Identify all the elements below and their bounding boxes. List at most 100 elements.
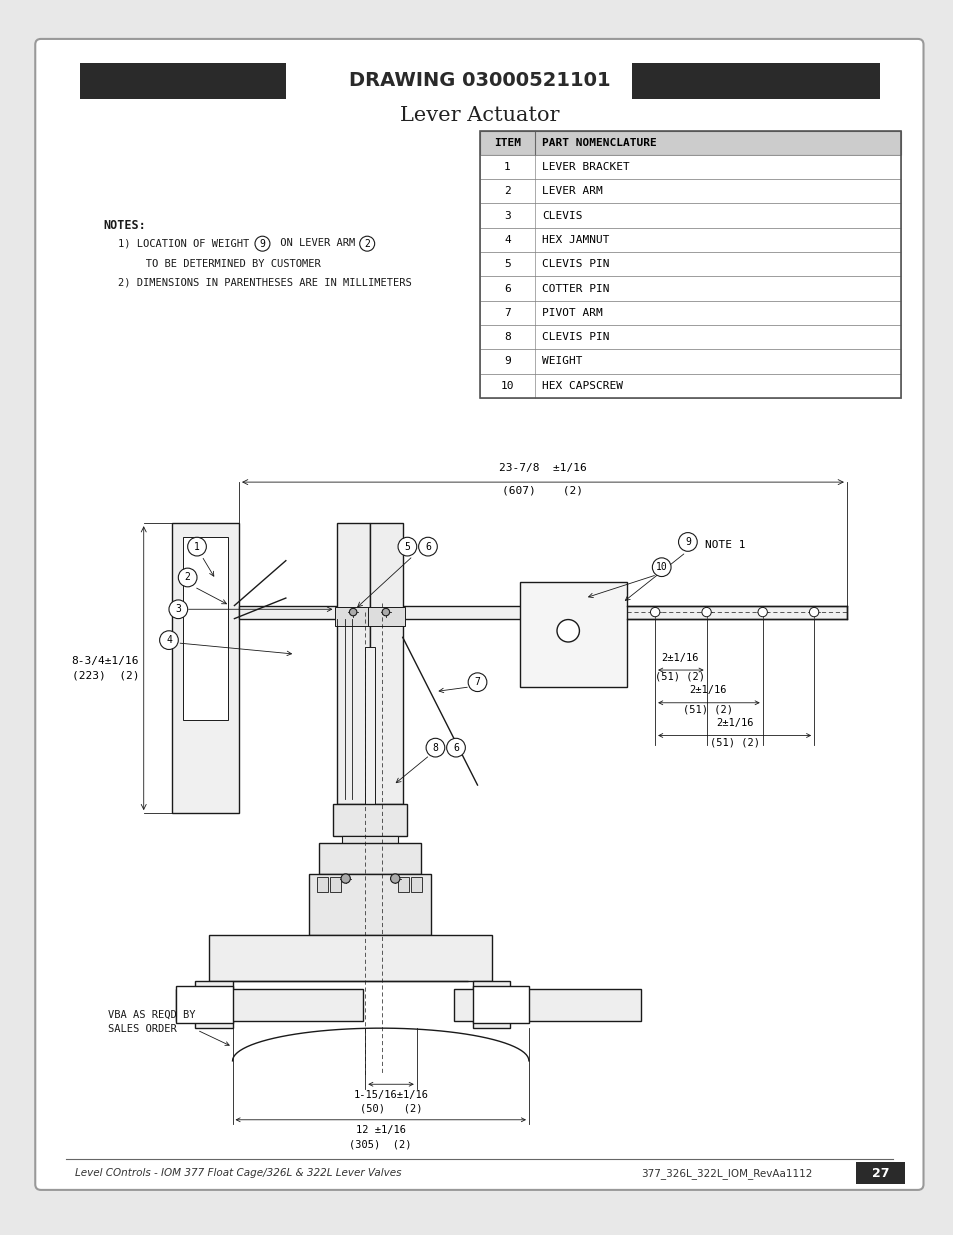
Bar <box>519 582 626 687</box>
Text: ON LEVER ARM: ON LEVER ARM <box>274 238 361 248</box>
Bar <box>172 524 239 813</box>
Text: 2: 2 <box>364 238 370 248</box>
Bar <box>337 524 370 804</box>
Text: HEX JAMNUT: HEX JAMNUT <box>541 235 609 245</box>
Text: (50)   (2): (50) (2) <box>359 1104 422 1114</box>
Circle shape <box>758 608 766 616</box>
Bar <box>397 877 409 892</box>
Circle shape <box>254 236 270 251</box>
Bar <box>479 204 901 227</box>
Text: 6: 6 <box>503 284 510 294</box>
Text: 1: 1 <box>193 542 200 552</box>
Text: (51) (2): (51) (2) <box>709 737 759 747</box>
Text: 12 ±1/16: 12 ±1/16 <box>355 1125 405 1135</box>
Bar <box>309 874 431 935</box>
Circle shape <box>808 608 818 616</box>
Text: 7: 7 <box>503 308 510 317</box>
Bar <box>479 227 901 252</box>
Text: 7: 7 <box>474 677 480 687</box>
Bar <box>365 647 375 834</box>
Bar <box>473 986 528 1024</box>
Bar <box>176 989 363 1020</box>
Bar <box>855 1162 903 1184</box>
Text: PIVOT ARM: PIVOT ARM <box>541 308 602 317</box>
Circle shape <box>340 874 350 883</box>
Circle shape <box>652 558 670 577</box>
Text: (223)  (2): (223) (2) <box>71 671 139 680</box>
Bar <box>479 277 901 300</box>
Text: 8: 8 <box>503 332 510 342</box>
Circle shape <box>650 608 659 616</box>
Circle shape <box>397 537 416 556</box>
Bar <box>316 877 328 892</box>
Text: 9: 9 <box>259 238 265 248</box>
Bar <box>330 877 340 892</box>
Text: 4: 4 <box>503 235 510 245</box>
Bar <box>335 608 372 626</box>
Bar <box>479 374 901 398</box>
Text: 3: 3 <box>175 604 181 614</box>
Text: TO BE DETERMINED BY CUSTOMER: TO BE DETERMINED BY CUSTOMER <box>127 258 320 269</box>
Bar <box>239 605 846 619</box>
Text: CLEVIS PIN: CLEVIS PIN <box>541 332 609 342</box>
Text: 6: 6 <box>453 742 458 752</box>
Text: CLEVIS PIN: CLEVIS PIN <box>541 259 609 269</box>
Bar <box>195 982 233 1029</box>
Text: Level COntrols - IOM 377 Float Cage/326L & 322L Lever Valves: Level COntrols - IOM 377 Float Cage/326L… <box>75 1168 401 1178</box>
Text: 377_326L_322L_IOM_RevAa1112: 377_326L_322L_IOM_RevAa1112 <box>640 1167 812 1178</box>
Text: Lever Actuator: Lever Actuator <box>399 106 558 125</box>
Text: 6: 6 <box>425 542 431 552</box>
Text: VBA AS REQD BY: VBA AS REQD BY <box>108 1009 195 1019</box>
Text: LEVER ARM: LEVER ARM <box>541 186 602 196</box>
Bar <box>80 63 286 99</box>
Circle shape <box>390 874 399 883</box>
Bar <box>479 154 901 179</box>
Text: 2±1/16: 2±1/16 <box>661 652 699 662</box>
Bar <box>479 300 901 325</box>
Bar <box>479 179 901 204</box>
Text: 5: 5 <box>404 542 410 552</box>
Text: 5: 5 <box>503 259 510 269</box>
Bar <box>176 986 233 1024</box>
Text: (305)  (2): (305) (2) <box>349 1140 412 1150</box>
Text: 1) LOCATION OF WEIGHT: 1) LOCATION OF WEIGHT <box>117 238 254 248</box>
Text: 4: 4 <box>166 635 172 645</box>
Bar <box>183 537 228 720</box>
Text: 10: 10 <box>655 562 667 572</box>
Text: 1-15/16±1/16: 1-15/16±1/16 <box>354 1089 428 1100</box>
Bar <box>473 982 510 1029</box>
Circle shape <box>169 600 188 619</box>
Circle shape <box>678 532 697 551</box>
Bar <box>479 252 901 277</box>
Text: (607)    (2): (607) (2) <box>502 485 583 495</box>
Text: 8: 8 <box>432 742 438 752</box>
Circle shape <box>359 236 375 251</box>
Circle shape <box>349 609 356 616</box>
Circle shape <box>446 739 465 757</box>
Text: 8-3/4±1/16: 8-3/4±1/16 <box>71 656 139 666</box>
Text: 2±1/16: 2±1/16 <box>715 718 753 727</box>
Bar <box>341 836 397 860</box>
Text: HEX CAPSCREW: HEX CAPSCREW <box>541 380 622 390</box>
Bar <box>479 350 901 374</box>
Circle shape <box>426 739 444 757</box>
Bar <box>479 131 901 154</box>
Bar <box>454 989 640 1020</box>
Circle shape <box>382 609 389 616</box>
Text: ITEM: ITEM <box>494 138 520 148</box>
Circle shape <box>418 537 436 556</box>
Text: 23-7/8  ±1/16: 23-7/8 ±1/16 <box>498 463 586 473</box>
Circle shape <box>701 608 711 616</box>
Circle shape <box>178 568 197 587</box>
Text: SALES ORDER: SALES ORDER <box>108 1024 176 1035</box>
Circle shape <box>557 620 578 642</box>
Bar <box>209 935 491 982</box>
Bar <box>318 844 421 874</box>
Circle shape <box>188 537 206 556</box>
Text: 9: 9 <box>503 357 510 367</box>
Bar <box>370 524 402 804</box>
Text: PART NOMENCLATURE: PART NOMENCLATURE <box>541 138 656 148</box>
Bar <box>368 608 404 626</box>
Bar <box>333 804 407 836</box>
Circle shape <box>159 631 178 650</box>
